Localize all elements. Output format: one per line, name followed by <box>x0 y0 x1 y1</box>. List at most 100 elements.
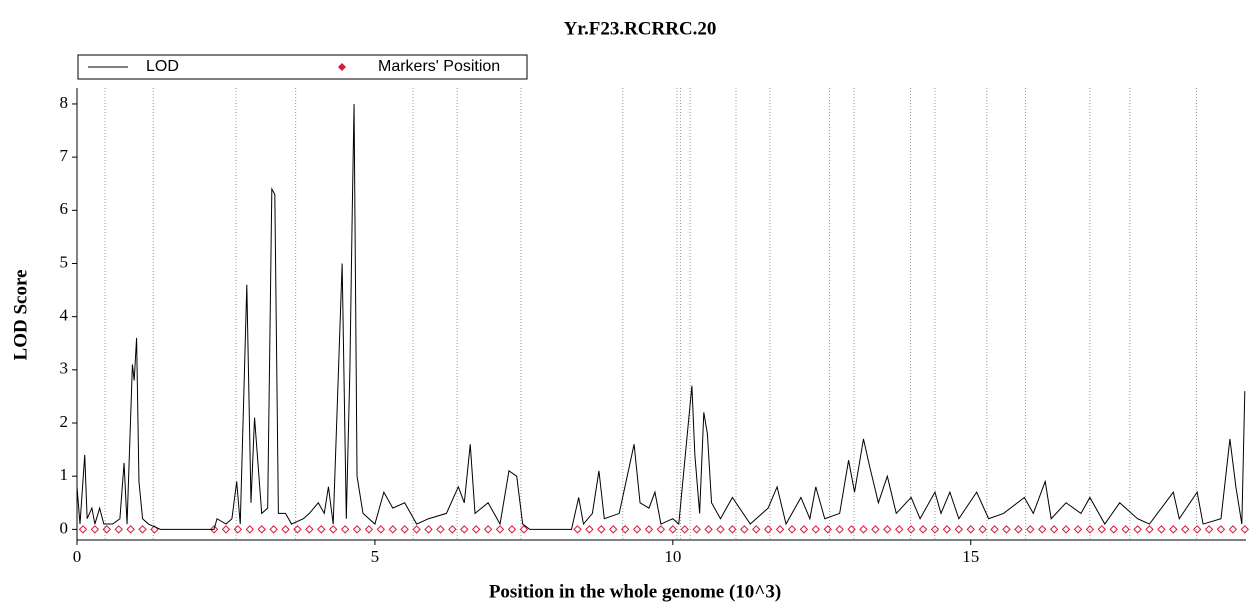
marker-point <box>388 525 397 534</box>
marker-point <box>871 525 880 534</box>
marker-point <box>1085 525 1095 534</box>
marker-point <box>1204 525 1214 534</box>
marker-point <box>245 525 254 534</box>
marker-point <box>930 525 940 534</box>
marker-point <box>632 525 642 534</box>
marker-point <box>859 525 868 534</box>
marker-point <box>740 525 749 534</box>
marker-point <box>1145 525 1154 534</box>
marker-point <box>1133 525 1142 534</box>
marker-point <box>221 525 231 534</box>
marker-point <box>1097 525 1107 534</box>
marker-point <box>1026 525 1035 534</box>
marker-point <box>1014 525 1023 534</box>
marker-point <box>519 525 529 534</box>
y-tick-label: 1 <box>60 465 69 484</box>
legend-diamond <box>338 63 346 71</box>
marker-point <box>668 525 678 534</box>
lod-line <box>76 103 1246 530</box>
marker-point <box>340 525 350 534</box>
marker-point <box>1216 525 1226 534</box>
marker-point <box>78 525 88 534</box>
marker-point <box>1157 525 1166 534</box>
marker-point <box>495 525 505 534</box>
marker-point <box>990 525 999 534</box>
marker-point <box>424 525 433 534</box>
x-tick-label: 15 <box>962 547 979 566</box>
marker-point <box>352 525 362 534</box>
legend-label: Markers' Position <box>378 58 500 75</box>
marker-point <box>1049 525 1059 534</box>
marker-point <box>460 525 469 534</box>
marker-point <box>775 525 785 534</box>
marker-point <box>716 525 725 534</box>
marker-point <box>400 525 409 534</box>
marker-point <box>1109 525 1118 534</box>
marker-point <box>692 525 701 534</box>
marker-point <box>305 525 314 534</box>
marker-point <box>138 525 147 534</box>
marker-point <box>412 525 421 534</box>
marker-point <box>376 525 386 534</box>
marker-point <box>752 525 761 534</box>
marker-point <box>799 525 809 534</box>
marker-point <box>90 525 100 534</box>
marker-point <box>1169 525 1178 534</box>
marker-point <box>620 525 630 534</box>
marker-point <box>573 525 582 534</box>
marker-point <box>1240 525 1249 534</box>
marker-point <box>978 525 987 534</box>
marker-point <box>895 525 904 534</box>
marker-point <box>126 525 135 534</box>
marker-point <box>847 525 856 534</box>
marker-point <box>787 525 797 534</box>
marker-point <box>209 525 219 534</box>
x-tick-label: 0 <box>73 547 82 566</box>
marker-point <box>1038 525 1047 534</box>
marker-point <box>823 525 832 534</box>
marker-point <box>436 525 445 534</box>
marker-point <box>317 525 326 534</box>
marker-point <box>364 525 374 534</box>
marker-point <box>471 525 481 534</box>
marker-point <box>1181 525 1190 534</box>
legend <box>77 54 528 80</box>
marker-point <box>680 525 689 534</box>
marker-point <box>257 525 266 534</box>
marker-point <box>1061 525 1071 534</box>
marker-point <box>1228 525 1238 534</box>
marker-point <box>233 525 243 534</box>
marker-point <box>644 525 654 534</box>
marker-point <box>281 525 290 534</box>
marker-point <box>114 525 123 534</box>
marker-point <box>942 525 952 534</box>
y-axis-label: LOD Score <box>10 270 31 361</box>
marker-point <box>704 525 713 534</box>
y-tick-label: 3 <box>60 359 69 378</box>
y-tick-label: 8 <box>60 93 69 112</box>
marker-point <box>1192 525 1202 534</box>
marker-point <box>835 525 844 534</box>
marker-point <box>1121 525 1130 534</box>
marker-point <box>328 525 338 534</box>
y-tick-label: 0 <box>60 518 69 537</box>
y-tick-label: 2 <box>60 412 69 431</box>
marker-point <box>1073 525 1083 534</box>
marker-point <box>507 525 517 534</box>
x-tick-label: 5 <box>371 547 380 566</box>
chart-title: Yr.F23.RCRRC.20 <box>564 18 717 39</box>
marker-point <box>811 525 821 534</box>
marker-point <box>269 525 278 534</box>
marker-point <box>966 525 975 534</box>
marker-point <box>448 525 457 534</box>
marker-point <box>883 525 892 534</box>
marker-point <box>483 525 493 534</box>
marker-point <box>609 525 618 534</box>
y-tick-label: 6 <box>60 199 69 218</box>
marker-point <box>656 525 666 534</box>
marker-point <box>763 525 773 534</box>
marker-point <box>585 525 594 534</box>
y-tick-label: 7 <box>60 146 69 165</box>
marker-point <box>954 525 964 534</box>
